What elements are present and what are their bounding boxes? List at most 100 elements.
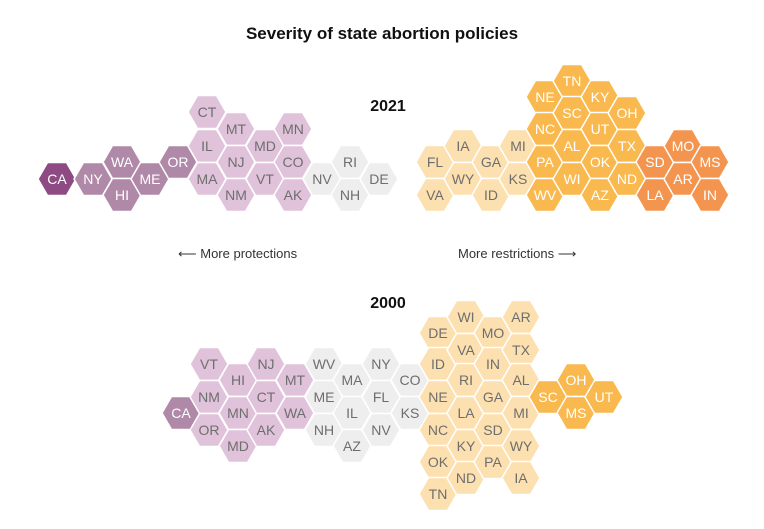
hex-wa-2000: WA — [275, 395, 315, 431]
state-label: ME — [140, 171, 161, 187]
legend-right-label: More restrictions — [458, 246, 555, 261]
hex-ut-2021: UT — [580, 111, 620, 147]
state-label: WA — [284, 405, 307, 421]
state-label: AK — [257, 422, 276, 438]
hex-nj-2000: NJ — [246, 346, 286, 382]
state-label: WI — [457, 309, 474, 325]
state-label: NY — [371, 356, 391, 372]
hex-nj-2021: NJ — [216, 144, 256, 180]
hex-nd-2000: ND — [446, 460, 486, 496]
hex-wi-2021: WI — [552, 161, 592, 197]
state-label: WV — [534, 187, 557, 203]
state-label: MD — [227, 438, 249, 454]
state-label: VA — [426, 187, 444, 203]
state-label: ME — [314, 389, 335, 405]
state-label: NC — [535, 121, 555, 137]
state-label: WA — [111, 154, 134, 170]
state-label: KS — [509, 171, 528, 187]
state-label: VA — [457, 342, 475, 358]
state-label: KY — [457, 438, 476, 454]
hex-md-2000: MD — [218, 428, 258, 464]
hex-nm-2000: NM — [189, 379, 229, 415]
state-label: MT — [285, 372, 306, 388]
hex-nv-2000: NV — [361, 412, 401, 448]
year-label-2000: 2000 — [370, 295, 406, 312]
state-label: OH — [617, 105, 638, 121]
state-label: DE — [428, 325, 447, 341]
state-label: MN — [227, 405, 249, 421]
state-label: TN — [563, 73, 582, 89]
hex-nv-2021: NV — [302, 161, 342, 197]
state-label: AL — [512, 372, 529, 388]
hex-ma-2000: MA — [332, 362, 372, 398]
state-label: NM — [225, 187, 247, 203]
state-label: PA — [536, 154, 554, 170]
hex-tile — [501, 460, 541, 496]
hex-ca-2000: CA — [161, 395, 201, 431]
state-label: NJ — [227, 154, 244, 170]
state-label: FL — [427, 154, 444, 170]
state-label: IN — [486, 356, 500, 372]
hex-mt-2000: MT — [275, 362, 315, 398]
hex-ne-2021: NE — [525, 79, 565, 115]
hex-nd-2021: ND — [607, 161, 647, 197]
state-label: WY — [510, 438, 533, 454]
hex-ia-2000: IA — [501, 460, 541, 496]
hex-de-2021: DE — [359, 161, 399, 197]
state-label: KY — [591, 89, 610, 105]
hex-tile — [584, 379, 624, 415]
hex-wv-2000: WV — [304, 346, 344, 382]
state-label: MS — [700, 154, 721, 170]
state-label: MD — [254, 138, 276, 154]
state-label: ND — [617, 171, 637, 187]
state-label: TN — [429, 486, 448, 502]
state-label: IA — [456, 138, 470, 154]
state-label: AL — [563, 138, 580, 154]
state-label: CO — [283, 154, 304, 170]
state-label: AZ — [591, 187, 609, 203]
state-label: NE — [535, 89, 554, 105]
hex-wy-2021: WY — [443, 161, 483, 197]
state-label: CA — [171, 405, 191, 421]
state-label: CT — [257, 389, 276, 405]
state-label: PA — [484, 454, 502, 470]
state-label: SC — [538, 389, 557, 405]
state-label: DE — [369, 171, 388, 187]
hex-mi-2000: MI — [501, 395, 541, 431]
state-label: TX — [512, 342, 531, 358]
hex-ct-2000: CT — [246, 379, 286, 415]
state-label: IN — [703, 187, 717, 203]
state-label: OH — [566, 372, 587, 388]
hex-ri-2021: RI — [330, 144, 370, 180]
state-label: MN — [282, 121, 304, 137]
state-label: HI — [115, 187, 129, 203]
state-label: MO — [672, 138, 695, 154]
state-label: MO — [482, 325, 505, 341]
state-label: OK — [590, 154, 611, 170]
state-label: SD — [483, 422, 502, 438]
state-label: TX — [618, 138, 637, 154]
state-label: SC — [562, 105, 581, 121]
hex-mn-2021: MN — [273, 111, 313, 147]
state-label: AR — [511, 309, 530, 325]
hex-oh-2000: OH — [556, 362, 596, 398]
state-label: FL — [373, 389, 390, 405]
state-label: WI — [563, 171, 580, 187]
state-label: IL — [201, 138, 213, 154]
state-label: GA — [481, 154, 502, 170]
hex-or-2000: OR — [189, 412, 229, 448]
hex-ne-2000: NE — [418, 379, 458, 415]
state-label: MS — [566, 405, 587, 421]
hex-tile — [690, 177, 730, 213]
hex-co-2000: CO — [390, 362, 430, 398]
state-label: MA — [197, 171, 219, 187]
hex-sc-2021: SC — [552, 95, 592, 131]
state-label: NV — [312, 171, 332, 187]
legend-left-label: More protections — [200, 246, 298, 261]
hex-sc-2000: SC — [528, 379, 568, 415]
state-label: NH — [314, 422, 334, 438]
state-label: IL — [346, 405, 358, 421]
year-label-2021: 2021 — [370, 98, 406, 115]
hex-ks-2021: KS — [498, 161, 538, 197]
